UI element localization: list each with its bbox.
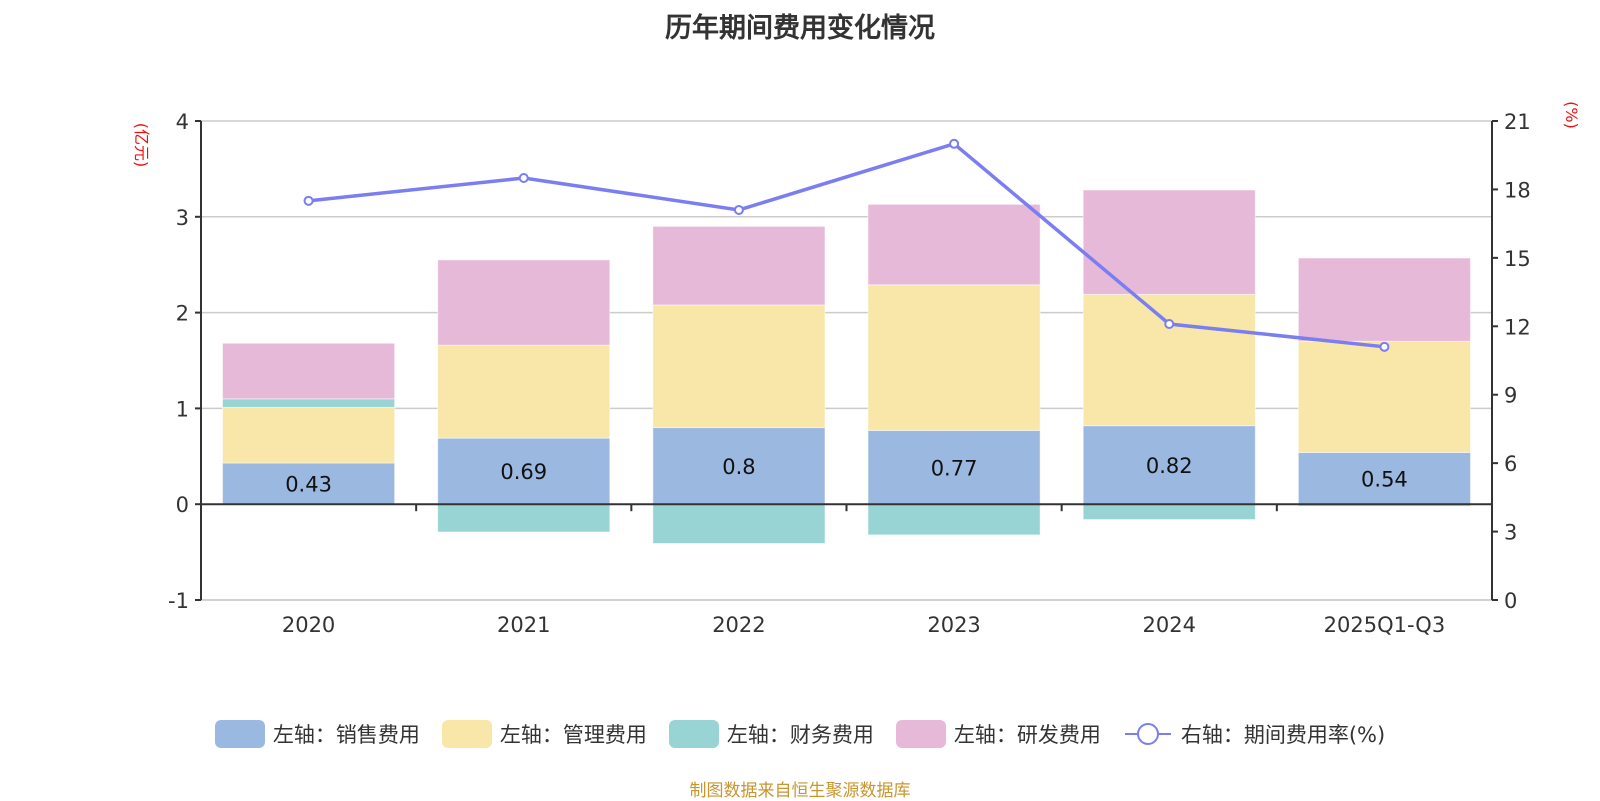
right-axis-tick-label: 0 xyxy=(1504,589,1517,613)
bar-segment xyxy=(1082,503,1256,521)
bar-labels: 0.43 0.69 0.8 0.77 0.82 0.54 xyxy=(285,454,1408,497)
rate-point xyxy=(733,204,744,215)
left-axis-tick-label: 0 xyxy=(176,493,189,517)
right-axis-tick-label: 15 xyxy=(1504,247,1531,271)
bar-segment xyxy=(222,398,396,408)
bar-segment xyxy=(222,342,396,400)
right-axis-tick-label: 3 xyxy=(1504,521,1517,545)
bar-segment xyxy=(1082,189,1256,295)
rate-line-path xyxy=(308,141,1385,349)
legend-swatch-sales xyxy=(214,720,265,748)
left-axis-tick-label: 3 xyxy=(176,206,189,230)
right-axis-unit: (%) xyxy=(1562,101,1581,129)
rate-line xyxy=(303,138,1390,352)
bar-segment xyxy=(1297,451,1471,505)
legend-label: 左轴：销售费用 xyxy=(272,723,420,747)
bar-segment xyxy=(867,284,1041,431)
bar-value-label: 0.8 xyxy=(722,455,755,479)
bar-segment xyxy=(1297,340,1471,453)
bar-segment xyxy=(437,259,611,346)
legend-label: 右轴：期间费用率(%) xyxy=(1180,723,1386,747)
bar-segment xyxy=(652,225,826,306)
bar-value-label: 0.69 xyxy=(500,460,547,484)
x-axis-tick-label: 2022 xyxy=(712,613,765,637)
legend-swatch-admin xyxy=(441,720,492,748)
bar-segment xyxy=(867,203,1041,286)
rate-point xyxy=(949,138,960,149)
legend-swatch-finance xyxy=(668,720,719,748)
right-axis-tick-label: 18 xyxy=(1504,178,1531,202)
chart-title: 历年期间费用变化情况 xyxy=(665,13,935,44)
left-axis-tick-label: 2 xyxy=(176,302,189,326)
legend-item-admin[interactable]: 左轴：管理费用 xyxy=(441,719,647,749)
bar-segment xyxy=(652,503,826,544)
left-axis-tick-label: 1 xyxy=(176,397,189,421)
legend-label: 左轴：财务费用 xyxy=(726,723,874,747)
legend-item-sales[interactable]: 左轴：销售费用 xyxy=(214,719,420,749)
left-axis-unit: (亿元) xyxy=(132,123,151,168)
right-axis-tick-label: 12 xyxy=(1504,315,1531,339)
bar-segment xyxy=(222,462,396,505)
legend: 左轴：销售费用 左轴：管理费用 左轴：财务费用 左轴：研发费用 右轴：期间费用率… xyxy=(0,719,1600,749)
bars xyxy=(222,189,1471,544)
rate-point xyxy=(1379,341,1390,352)
legend-label: 左轴：管理费用 xyxy=(499,723,647,747)
bar-segment xyxy=(437,344,611,439)
bar-value-label: 0.82 xyxy=(1146,454,1193,478)
bar-segment xyxy=(1297,257,1471,342)
gridlines xyxy=(201,120,1492,601)
source-footer: 制图数据来自恒生聚源数据库 xyxy=(689,781,911,801)
bar-segment xyxy=(1082,293,1256,427)
right-axis-tick-label: 9 xyxy=(1504,384,1517,408)
rate-point xyxy=(518,173,529,184)
legend-label: 左轴：研发费用 xyxy=(953,723,1101,747)
legend-item-rnd[interactable]: 左轴：研发费用 xyxy=(895,719,1101,749)
rate-point xyxy=(303,195,314,206)
bar-value-label: 0.54 xyxy=(1361,467,1408,491)
legend-line-circle-icon xyxy=(1124,723,1171,745)
x-axis-tick-label: 2025Q1-Q3 xyxy=(1324,613,1446,637)
x-axis-tick-label: 2023 xyxy=(927,613,980,637)
x-axis-tick-label: 2020 xyxy=(282,613,335,637)
bar-value-label: 0.43 xyxy=(285,473,332,497)
x-axis-tick-label: 2021 xyxy=(497,613,550,637)
bar-segment xyxy=(652,304,826,429)
left-axis-tick-label: -1 xyxy=(168,589,189,613)
bar-value-label: 0.77 xyxy=(931,456,978,480)
legend-item-rate[interactable]: 右轴：期间费用率(%) xyxy=(1123,719,1385,749)
rate-point xyxy=(1164,319,1175,330)
bar-segment xyxy=(437,503,611,533)
x-axis-tick-label: 2024 xyxy=(1143,613,1196,637)
legend-item-finance[interactable]: 左轴：财务费用 xyxy=(668,719,874,749)
legend-swatch-rnd xyxy=(895,720,946,748)
left-axis-tick-label: 4 xyxy=(176,110,189,134)
right-axis-tick-label: 6 xyxy=(1504,452,1517,476)
bar-segment xyxy=(222,406,396,464)
right-axis-tick-label: 21 xyxy=(1504,110,1531,134)
bar-segment xyxy=(867,503,1041,536)
